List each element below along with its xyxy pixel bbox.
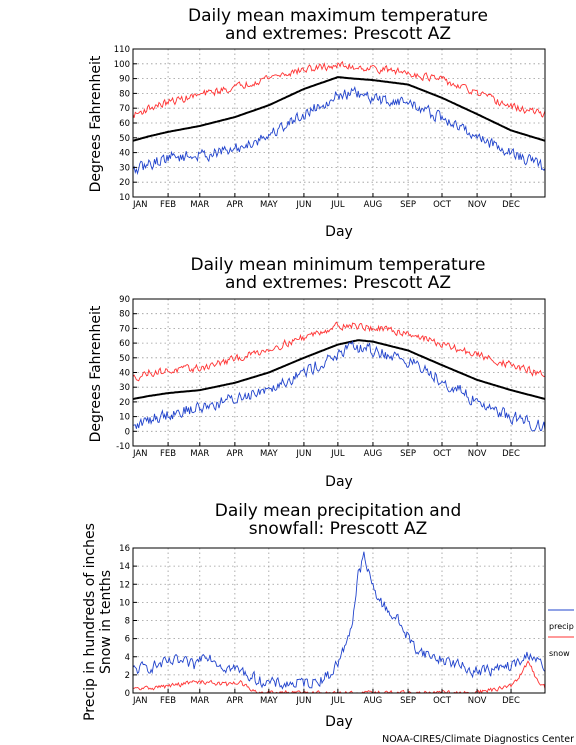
y-tick-label: 4 bbox=[125, 653, 130, 663]
y-tick-label: 80 bbox=[119, 310, 130, 320]
x-tick-label-sep: SEP bbox=[400, 449, 416, 459]
plot-frame bbox=[132, 547, 546, 694]
y-tick-label: 50 bbox=[119, 354, 130, 364]
x-tick-label-jul: JUL bbox=[330, 449, 345, 459]
y-tick-label: 20 bbox=[119, 178, 130, 188]
x-tick-label-aug: AUG bbox=[364, 200, 383, 210]
x-tick-label-jul: JUL bbox=[330, 696, 345, 706]
x-tick-label-jun: JUN bbox=[295, 449, 311, 459]
series-line-precip bbox=[132, 551, 546, 690]
x-tick-label-mar: MAR bbox=[190, 200, 209, 210]
legend: precip snow bbox=[548, 609, 574, 658]
x-tick-label-jan: JAN bbox=[132, 696, 148, 706]
credit-text: NOAA-CIRES/Climate Diagnostics Center bbox=[382, 734, 574, 745]
x-axis-label: Day bbox=[325, 474, 353, 490]
x-axis-label: Day bbox=[325, 714, 353, 730]
chart-title-line1: Daily mean maximum temperature bbox=[188, 6, 488, 26]
y-tick-label: 0 bbox=[125, 689, 130, 699]
x-tick-label-nov: NOV bbox=[468, 449, 487, 459]
y-tick-label: 90 bbox=[119, 295, 130, 305]
y-tick-label: 10 bbox=[119, 598, 130, 608]
chart-title-line2: snowfall: Prescott AZ bbox=[249, 519, 428, 539]
legend-label-precip: precip bbox=[549, 622, 574, 631]
x-axis-label: Day bbox=[325, 224, 353, 240]
x-tick-label-sep: SEP bbox=[400, 200, 416, 210]
y-tick-label: 80 bbox=[119, 89, 130, 99]
chart-title-line2: and extremes: Prescott AZ bbox=[225, 24, 451, 44]
x-tick-label-mar: MAR bbox=[190, 696, 209, 706]
y-tick-label: 10 bbox=[119, 193, 130, 203]
x-tick-label-dec: DEC bbox=[502, 449, 520, 459]
x-tick-label-aug: AUG bbox=[364, 696, 383, 706]
chart-title-line1: Daily mean precipitation and bbox=[215, 501, 462, 521]
x-tick-label-may: MAY bbox=[260, 696, 278, 706]
x-tick-label-mar: MAR bbox=[190, 449, 209, 459]
y-tick-label: 6 bbox=[125, 635, 130, 645]
series-line-high bbox=[132, 321, 546, 382]
x-tick-label-nov: NOV bbox=[468, 200, 487, 210]
x-tick-label-apr: APR bbox=[226, 696, 243, 706]
x-tick-label-apr: APR bbox=[226, 200, 243, 210]
y-tick-label: 100 bbox=[114, 60, 130, 70]
x-tick-label-dec: DEC bbox=[502, 200, 520, 210]
y-tick-label: 16 bbox=[119, 544, 130, 554]
chart-title-line1: Daily mean minimum temperature bbox=[191, 255, 486, 275]
y-tick-label: 2 bbox=[125, 671, 130, 681]
series-line-low bbox=[132, 86, 546, 176]
y-tick-label: 30 bbox=[119, 383, 130, 393]
series-line-mean bbox=[132, 339, 546, 400]
y-tick-label: 12 bbox=[119, 580, 130, 590]
max-temp-chart: Daily mean maximum temperature and extre… bbox=[88, 6, 546, 240]
series-line-mean bbox=[132, 76, 546, 142]
y-axis-label: Degrees Fahrenheit bbox=[88, 305, 104, 442]
y-axis-label-line2: Snow in tenths bbox=[98, 570, 114, 674]
y-tick-label: 20 bbox=[119, 398, 130, 408]
chart-title-line2: and extremes: Prescott AZ bbox=[225, 273, 451, 293]
y-axis-label: Degrees Fahrenheit bbox=[88, 55, 104, 192]
y-tick-label: 90 bbox=[119, 75, 130, 85]
plot-frame bbox=[132, 298, 546, 447]
y-tick-label: 14 bbox=[119, 562, 130, 572]
y-axis-label-line1: Precip in hundreds of inches bbox=[82, 523, 98, 721]
x-tick-label-sep: SEP bbox=[400, 696, 416, 706]
y-tick-label: 60 bbox=[119, 119, 130, 129]
y-tick-label: 40 bbox=[119, 369, 130, 379]
series-line-low bbox=[132, 340, 546, 432]
x-tick-label-aug: AUG bbox=[364, 449, 383, 459]
x-tick-label-jun: JUN bbox=[295, 696, 311, 706]
y-tick-label: 60 bbox=[119, 339, 130, 349]
y-tick-label: 30 bbox=[119, 163, 130, 173]
legend-label-snow: snow bbox=[549, 649, 570, 658]
y-tick-label: 40 bbox=[119, 149, 130, 159]
x-tick-label-feb: FEB bbox=[160, 449, 176, 459]
x-tick-label-oct: OCT bbox=[433, 449, 452, 459]
min-temp-chart: Daily mean minimum temperature and extre… bbox=[88, 255, 546, 490]
y-tick-label: 0 bbox=[125, 427, 130, 437]
plot-frame bbox=[132, 48, 546, 198]
x-tick-label-nov: NOV bbox=[468, 696, 487, 706]
y-tick-label: 50 bbox=[119, 134, 130, 144]
y-tick-label: 110 bbox=[114, 45, 130, 55]
x-tick-label-jan: JAN bbox=[132, 449, 148, 459]
y-tick-label: 10 bbox=[119, 413, 130, 423]
x-tick-label-dec: DEC bbox=[502, 696, 520, 706]
x-tick-label-feb: FEB bbox=[160, 696, 176, 706]
x-tick-label-apr: APR bbox=[226, 449, 243, 459]
precip-snow-chart: Daily mean precipitation and snowfall: P… bbox=[82, 501, 574, 730]
x-tick-label-oct: OCT bbox=[433, 200, 452, 210]
x-tick-label-jan: JAN bbox=[132, 200, 148, 210]
x-tick-label-jun: JUN bbox=[295, 200, 311, 210]
series-line-high bbox=[132, 60, 546, 118]
y-tick-label: -10 bbox=[116, 442, 130, 452]
y-tick-label: 8 bbox=[125, 617, 130, 627]
x-tick-label-feb: FEB bbox=[160, 200, 176, 210]
x-tick-label-oct: OCT bbox=[433, 696, 452, 706]
y-tick-label: 70 bbox=[119, 324, 130, 334]
y-tick-label: 70 bbox=[119, 104, 130, 114]
x-tick-label-may: MAY bbox=[260, 449, 278, 459]
x-tick-label-may: MAY bbox=[260, 200, 278, 210]
x-tick-label-jul: JUL bbox=[330, 200, 345, 210]
